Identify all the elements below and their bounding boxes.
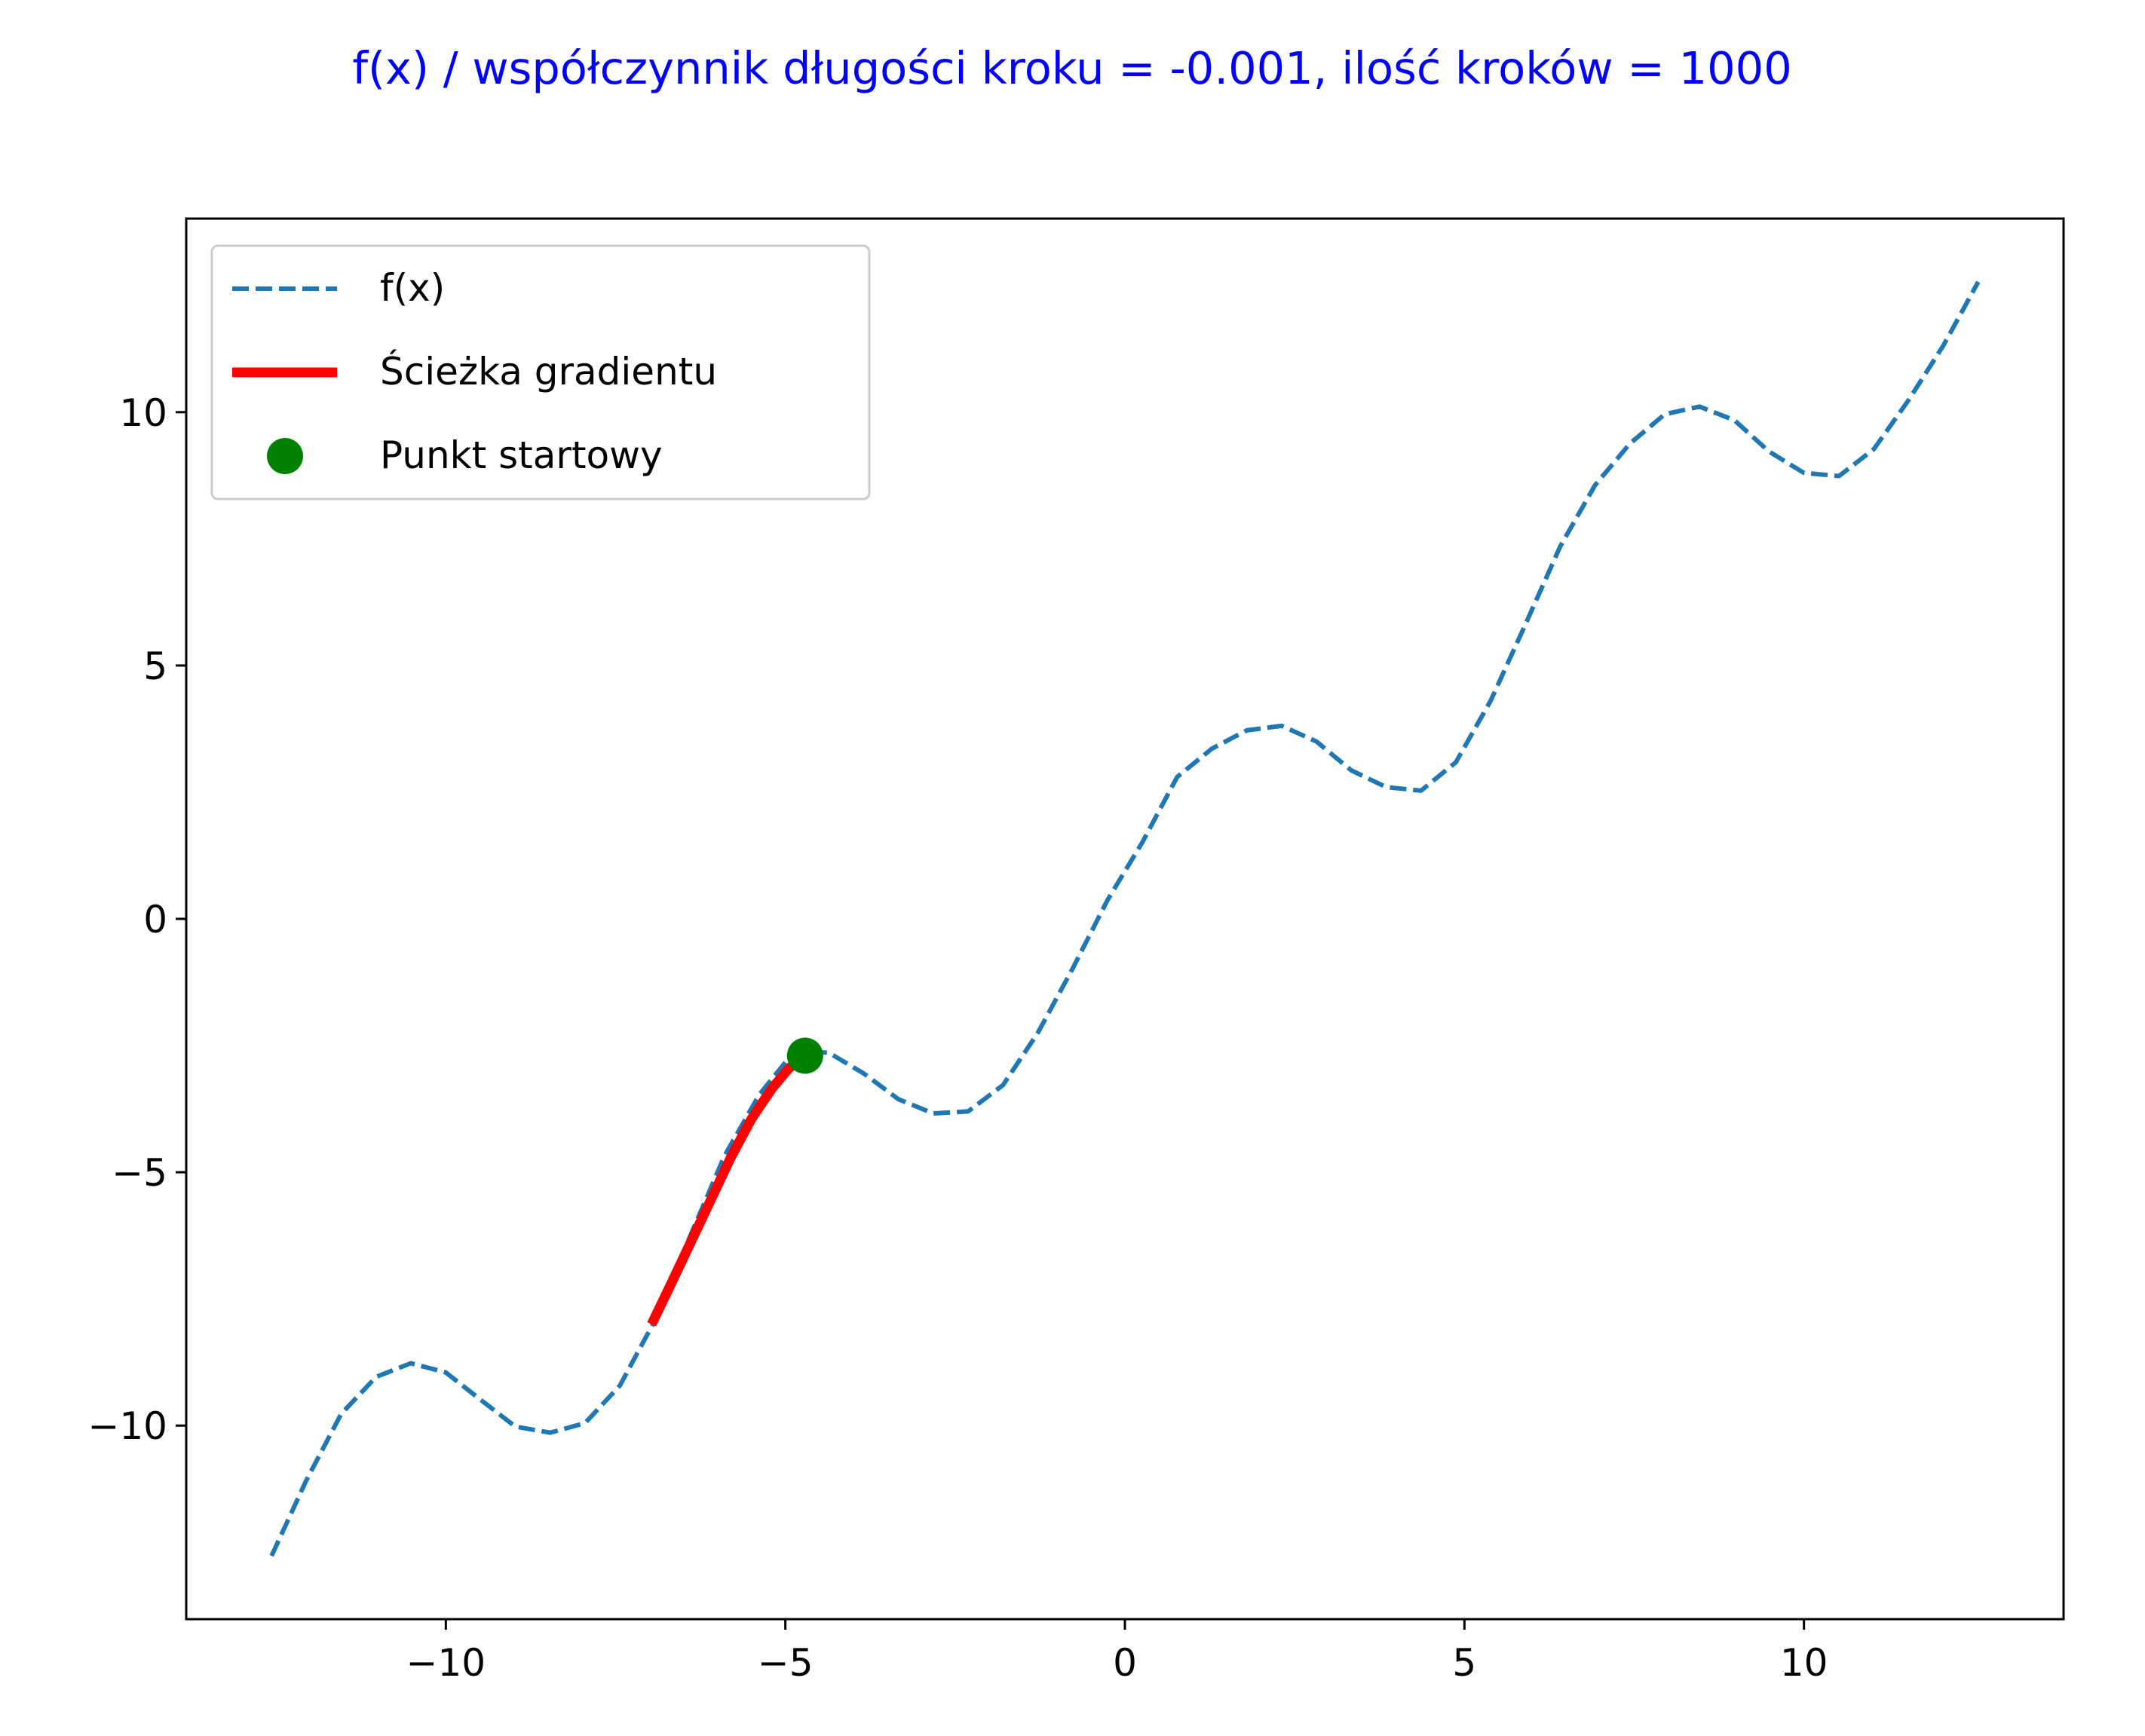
legend-entry-gradient-path: Ścieżka gradientu	[232, 349, 717, 393]
y-tick-label: 5	[143, 644, 167, 688]
plot-layer	[269, 280, 1981, 1557]
x-tick-label: 0	[1113, 1641, 1137, 1685]
x-tick-label: −5	[758, 1641, 814, 1685]
fx-dashed-line	[269, 280, 1981, 1557]
y-tick-label: 10	[119, 391, 167, 435]
legend-entry-f-x: f(x)	[232, 266, 445, 310]
legend-label-start-point: Punkt startowy	[380, 433, 663, 477]
y-tick-label: −10	[87, 1404, 167, 1448]
legend-label-gradient-path: Ścieżka gradientu	[380, 349, 717, 393]
chart-title: f(x) / współczynnik długości kroku = -0.…	[352, 42, 1792, 94]
x-tick-label: 5	[1452, 1641, 1476, 1685]
x-tick-label: −10	[406, 1641, 486, 1685]
gradient-path-line	[647, 1052, 808, 1327]
legend-label-f-x: f(x)	[380, 266, 445, 310]
legend-box	[210, 244, 871, 501]
axes-layer: −10 −5 0 5 10 −10 −5 0 5 10	[87, 217, 2065, 1685]
legend: f(x) Ścieżka gradientu Punkt startowy	[210, 244, 871, 501]
legend-marker-dot-icon	[267, 438, 303, 474]
y-tick-label: 0	[143, 898, 167, 941]
legend-entry-start-point: Punkt startowy	[267, 433, 663, 477]
y-tick-label: −5	[112, 1151, 167, 1195]
start-point-marker	[786, 1037, 823, 1074]
x-tick-label: 10	[1780, 1641, 1828, 1685]
